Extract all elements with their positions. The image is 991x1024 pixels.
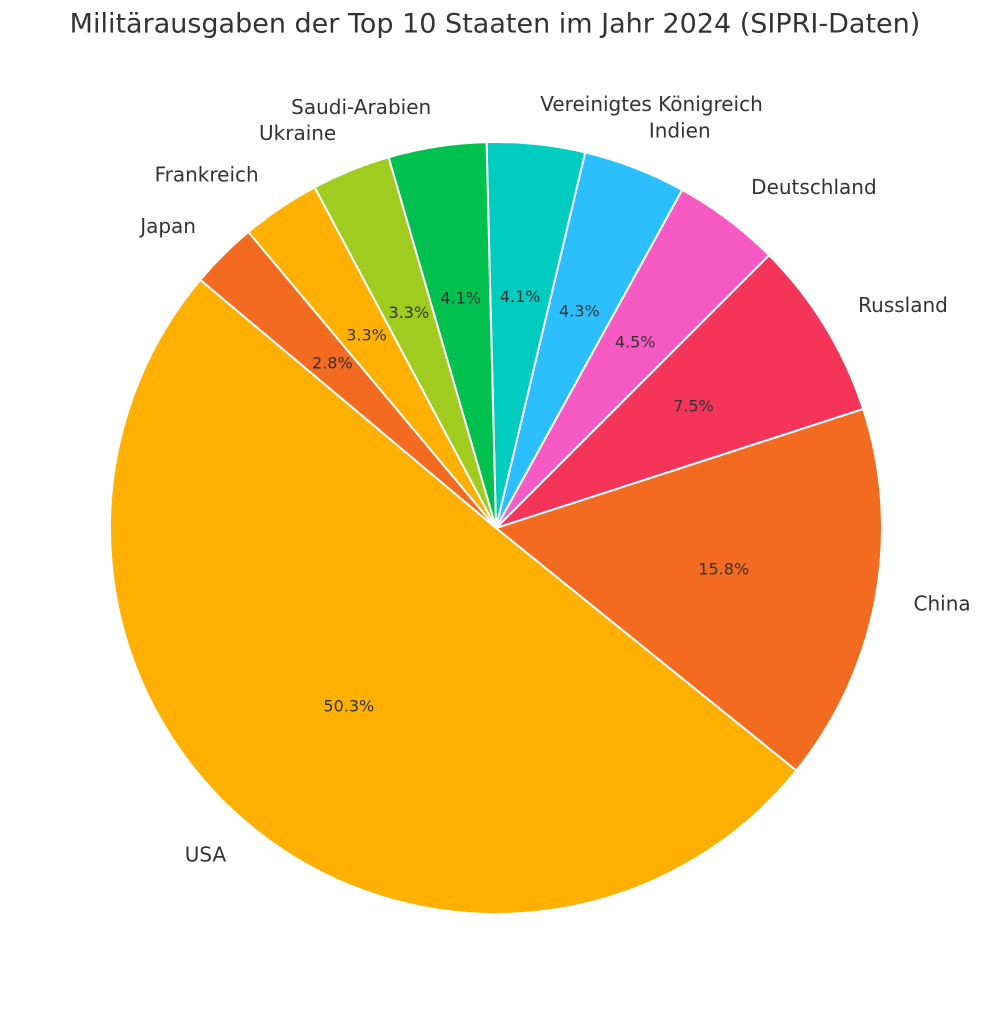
- slice-label: Saudi-Arabien: [291, 95, 431, 119]
- slice-label: Russland: [858, 293, 948, 317]
- slice-label: USA: [185, 842, 227, 866]
- percent-label: 3.3%: [389, 303, 430, 322]
- pie-slice: [198, 230, 497, 529]
- slice-label: Indien: [649, 118, 711, 142]
- pie-slice: [493, 407, 883, 772]
- slice-label: Ukraine: [259, 121, 336, 145]
- percent-label: 50.3%: [323, 696, 374, 715]
- percent-label: 3.3%: [346, 325, 387, 344]
- pie-slice: [109, 278, 798, 915]
- percent-label: 7.5%: [673, 397, 714, 416]
- slice-label: China: [914, 592, 971, 616]
- percent-label: 4.5%: [615, 332, 656, 351]
- chart-title: Militärausgaben der Top 10 Staaten im Ja…: [70, 9, 921, 40]
- slice-label: Deutschland: [751, 175, 877, 199]
- percent-label: 4.1%: [500, 287, 541, 306]
- slice-label: Frankreich: [155, 162, 259, 186]
- pie-slice: [495, 253, 865, 529]
- percent-label: 2.8%: [312, 354, 353, 373]
- percent-label: 4.1%: [440, 289, 481, 308]
- percent-label: 4.3%: [559, 301, 600, 320]
- slice-label: Vereinigtes Königreich: [540, 92, 763, 116]
- slice-label: Japan: [138, 214, 196, 238]
- percent-label: 15.8%: [698, 560, 749, 579]
